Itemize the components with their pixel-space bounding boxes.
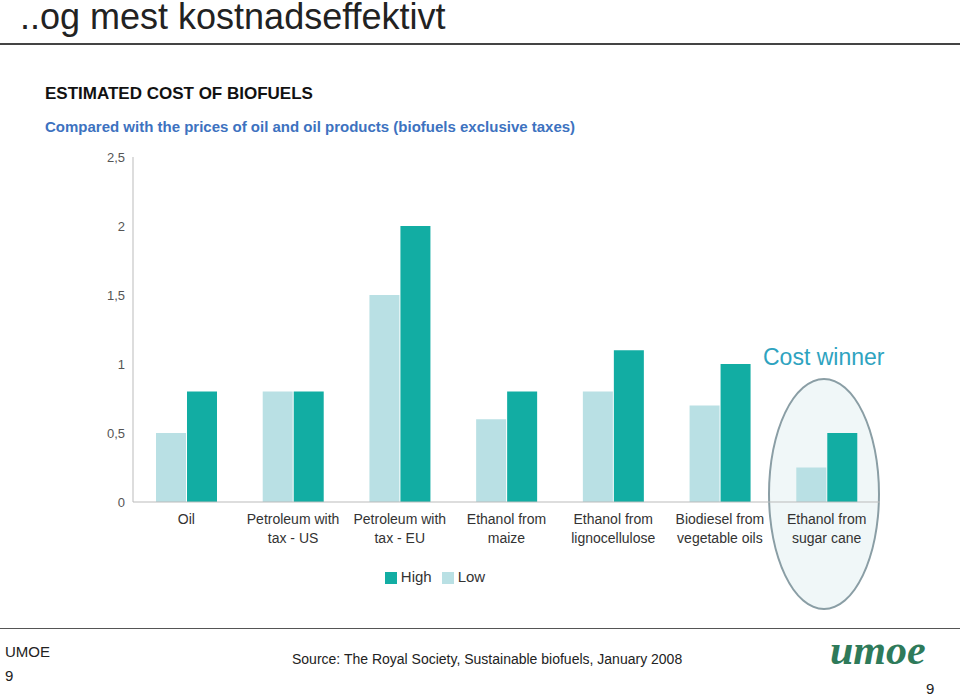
html-text:umoe: umoe (830, 627, 926, 673)
html-text:High: High (400, 568, 432, 585)
html-text:ESTIMATED COST OF BIOFUELS: ESTIMATED COST OF BIOFUELS (45, 84, 313, 103)
html-text:9: 9 (926, 680, 935, 697)
svg-text:Oil: Oil (178, 511, 195, 527)
svg-text:2,5: 2,5 (107, 150, 125, 165)
svg-text:1: 1 (118, 357, 125, 372)
html-text:Compared with the prices of oi: Compared with the prices of oil and oil … (45, 118, 576, 135)
svg-text:2: 2 (118, 219, 125, 234)
html-text:Cost winner: Cost winner (763, 344, 885, 370)
svg-text:Ethanol fromlignocellulose: Ethanol fromlignocellulose (571, 511, 655, 546)
svg-text:Ethanol fromsugar cane: Ethanol fromsugar cane (787, 511, 866, 546)
html-text:9: 9 (5, 667, 14, 684)
svg-text:Biodiesel fromvegetable oils: Biodiesel fromvegetable oils (676, 511, 765, 546)
svg-text:Petroleum withtax - US: Petroleum withtax - US (247, 511, 340, 546)
svg-text:0,5: 0,5 (107, 426, 125, 441)
svg-text:Petroleum withtax - EU: Petroleum withtax - EU (353, 511, 446, 546)
html-text:Source: The Royal Society, Sus: Source: The Royal Society, Sustainable b… (292, 651, 683, 667)
html-text:UMOE: UMOE (5, 643, 50, 660)
html-text:Low: Low (457, 568, 486, 585)
svg-text:1,5: 1,5 (107, 288, 125, 303)
svg-text:0: 0 (118, 495, 125, 510)
svg-text:Ethanol frommaize: Ethanol frommaize (467, 511, 546, 546)
